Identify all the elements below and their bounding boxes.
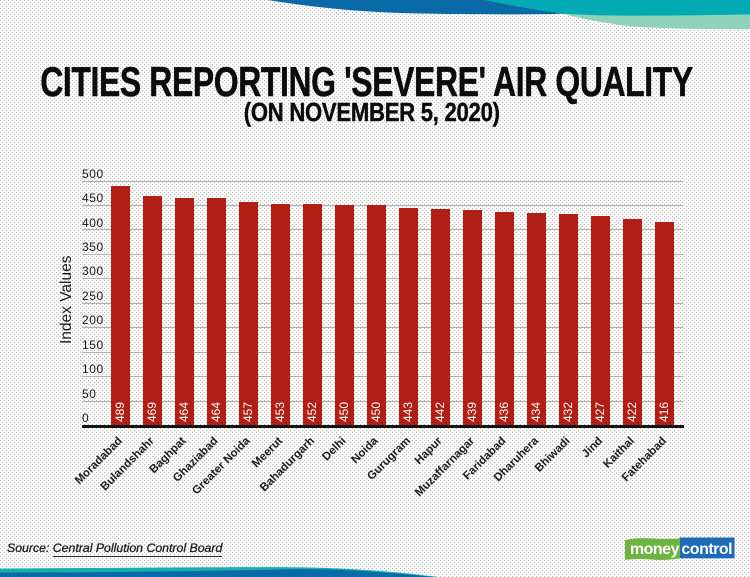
svg-text:money: money [630,541,680,558]
svg-text:control: control [681,541,732,558]
